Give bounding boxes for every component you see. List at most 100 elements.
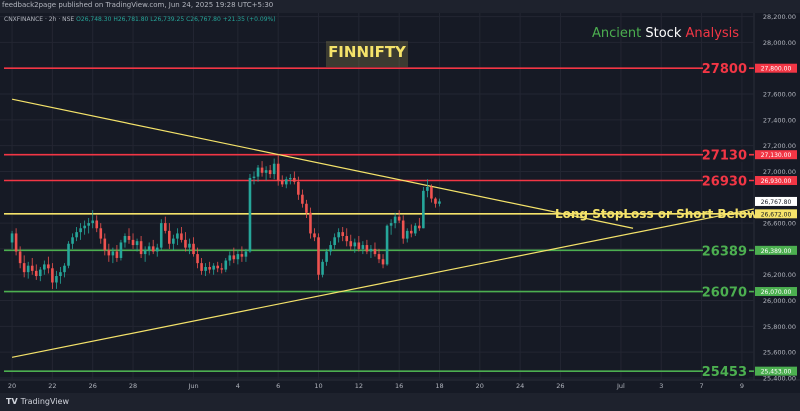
candle-body bbox=[333, 237, 336, 246]
candle-body bbox=[401, 220, 405, 239]
candle-body bbox=[22, 263, 26, 273]
candle-body bbox=[176, 233, 179, 239]
level-badge-text: 27,800.00 bbox=[761, 66, 792, 73]
candle-body bbox=[345, 236, 349, 242]
candle-body bbox=[236, 254, 240, 260]
tv-logo-icon: TV bbox=[6, 397, 18, 406]
candle-body bbox=[418, 225, 421, 229]
candle-body bbox=[301, 194, 304, 204]
candle-body bbox=[188, 243, 191, 248]
candle-body bbox=[413, 225, 417, 234]
candle-body bbox=[305, 203, 308, 213]
y-tick-label: 25,400.00 bbox=[763, 375, 796, 383]
candle-body bbox=[309, 212, 312, 234]
brand-word-analysis: Analysis bbox=[685, 26, 740, 41]
candle-body bbox=[438, 201, 441, 204]
candle-body bbox=[393, 216, 397, 224]
candle-body bbox=[155, 247, 159, 252]
level-badge-text: 26,672.00 bbox=[761, 211, 792, 218]
x-tick-label: 22 bbox=[48, 382, 56, 390]
candle-body bbox=[26, 265, 30, 273]
candle-body bbox=[228, 255, 232, 261]
candle-body bbox=[317, 237, 320, 275]
candle-body bbox=[103, 238, 107, 251]
candle-body bbox=[373, 248, 377, 255]
candle-body bbox=[240, 254, 244, 257]
level-badge-text: 27,130.00 bbox=[761, 152, 792, 159]
candle-body bbox=[180, 233, 183, 240]
trendline bbox=[11, 208, 755, 358]
candle-body bbox=[34, 270, 38, 277]
candle-body bbox=[244, 251, 248, 257]
level-label-bg bbox=[703, 173, 749, 188]
level-badge bbox=[755, 366, 797, 376]
tv-logo-text: TradingView bbox=[20, 397, 69, 406]
trendline bbox=[11, 98, 634, 229]
level-label: 27800 bbox=[702, 62, 747, 77]
candle-body bbox=[369, 248, 373, 252]
candle-body bbox=[329, 245, 332, 252]
x-tick-label: 10 bbox=[314, 382, 322, 390]
candle-body bbox=[232, 255, 236, 260]
candle-body bbox=[147, 246, 151, 251]
candle-body bbox=[361, 245, 365, 249]
candles bbox=[10, 154, 441, 289]
candle-body bbox=[422, 190, 425, 229]
candle-body bbox=[377, 254, 381, 260]
tradingview-logo[interactable]: TV TradingView bbox=[6, 397, 69, 406]
level-label: 27130 bbox=[702, 149, 747, 164]
candle-body bbox=[71, 237, 74, 244]
candle-body bbox=[75, 232, 78, 238]
candle-body bbox=[313, 233, 316, 238]
candle-body bbox=[434, 198, 437, 204]
level-badge bbox=[755, 176, 797, 186]
candle-body bbox=[357, 242, 361, 249]
candle-body bbox=[409, 230, 413, 234]
candle-body bbox=[288, 177, 292, 180]
candle-body bbox=[123, 236, 127, 243]
footer-bar bbox=[0, 393, 800, 411]
grid bbox=[0, 13, 754, 380]
candle-body bbox=[365, 245, 369, 252]
candle-body bbox=[293, 177, 296, 182]
symbol-name: CNXFINANCE · 2h · NSE bbox=[4, 16, 75, 23]
level-badge-text: 26,070.00 bbox=[761, 289, 792, 296]
published-text: feedback2page published on TradingView.c… bbox=[2, 1, 274, 9]
candle-body bbox=[184, 239, 187, 248]
candle-body bbox=[99, 228, 103, 239]
y-tick-label: 26,000.00 bbox=[763, 297, 796, 305]
candle-body bbox=[172, 238, 175, 244]
y-tick-label: 27,600.00 bbox=[763, 91, 796, 99]
y-tick-label: 27,400.00 bbox=[763, 116, 796, 124]
x-tick-label: 12 bbox=[355, 382, 363, 390]
candle-body bbox=[200, 263, 203, 271]
candle-body bbox=[385, 225, 389, 265]
candle-body bbox=[260, 167, 264, 173]
stoploss-annotation: Long StopLoss or Short Below bbox=[555, 207, 758, 221]
candle-body bbox=[381, 259, 385, 265]
candle-body bbox=[341, 232, 345, 237]
chart-title: FINNIFTY bbox=[328, 43, 406, 61]
symbol-legend[interactable]: CNXFINANCE · 2h · NSE O26,748.30 H26,781… bbox=[4, 16, 276, 23]
candle-body bbox=[430, 186, 433, 199]
x-tick-label: 6 bbox=[276, 382, 280, 390]
candle-body bbox=[248, 177, 252, 252]
candle-body bbox=[268, 170, 272, 175]
candle-body bbox=[51, 268, 54, 283]
y-tick-label: 26,200.00 bbox=[763, 271, 796, 279]
level-labels: 27800 27130 26930 26389 26070 25453 bbox=[702, 61, 749, 380]
candle-body bbox=[18, 251, 22, 264]
x-tick-label: 16 bbox=[395, 382, 403, 390]
level-badge bbox=[755, 287, 797, 297]
current-price-text: 26,767.80 bbox=[761, 199, 792, 206]
candle-body bbox=[224, 260, 228, 270]
price-axis-panel[interactable] bbox=[754, 13, 800, 380]
candle-body bbox=[204, 266, 207, 271]
candle-body bbox=[349, 241, 353, 247]
candle-body bbox=[151, 246, 155, 252]
y-tick-label: 27,200.00 bbox=[763, 142, 796, 150]
candle-body bbox=[111, 251, 115, 256]
y-tick-label: 28,000.00 bbox=[763, 39, 796, 47]
candle-body bbox=[91, 220, 95, 224]
